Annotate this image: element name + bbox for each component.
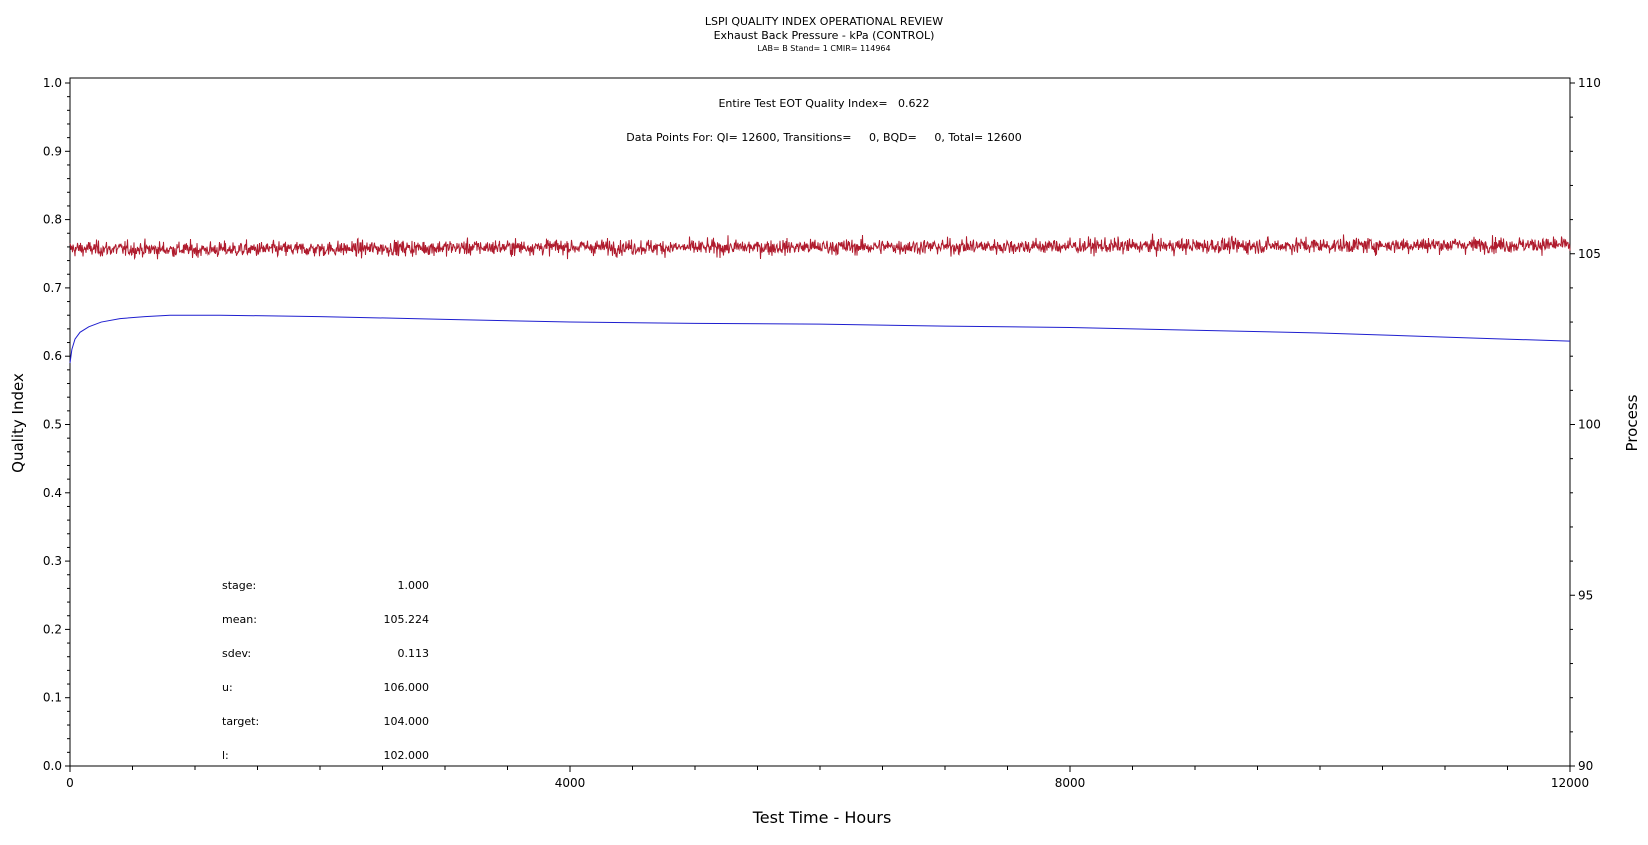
y-left-tick-label: 0.8: [43, 213, 62, 227]
y-left-tick-label: 0.7: [43, 281, 62, 295]
chart-subtitle: Exhaust Back Pressure - kPa (CONTROL): [714, 29, 935, 42]
stats-table: stage: 1.000 mean: 105.224 sdev: 0.113 u: 106.0…: [222, 579, 429, 762]
y-left-tick-label: 0.0: [43, 759, 62, 773]
stats-label: stage:: [222, 579, 256, 592]
x-tick-label: 4000: [555, 776, 586, 790]
y-left-tick-label: 0.1: [43, 691, 62, 705]
y-axis-left-label: Quality Index: [9, 373, 27, 473]
x-tick-label: 8000: [1055, 776, 1086, 790]
stats-label: mean:: [222, 613, 257, 626]
stats-value: 105.224: [384, 613, 430, 626]
y-axis-right-label: Process: [1623, 394, 1641, 451]
y-left-tick-label: 0.6: [43, 349, 62, 363]
y-right-tick-label: 110: [1578, 76, 1601, 90]
stats-label: u:: [222, 681, 233, 694]
chart-subtitle-lab: LAB= B Stand= 1 CMIR= 114964: [757, 44, 890, 53]
stats-value: 0.113: [398, 647, 430, 660]
plot-frame: [69, 77, 1571, 767]
process-series-line: [69, 233, 1571, 261]
y-left-tick-label: 0.3: [43, 554, 62, 568]
y-right-tick-label: 105: [1578, 247, 1601, 261]
x-axis-label: Test Time - Hours: [752, 808, 892, 827]
x-tick-label: 12000: [1551, 776, 1589, 790]
stats-value: 106.000: [384, 681, 430, 694]
y-right-tick-label: 100: [1578, 418, 1601, 432]
chart-title: LSPI QUALITY INDEX OPERATIONAL REVIEW: [705, 15, 943, 28]
axis-layer: 0.0 0.1 0.2 0.3 0.4 0.5 0.6 0.7 0.8 0.9 1.0 90 95 100…: [43, 76, 1601, 790]
y-right-tick-label: 90: [1578, 759, 1593, 773]
y-left-tick-label: 0.5: [43, 418, 62, 432]
y-left-tick-label: 0.4: [43, 486, 62, 500]
eot-quality-index-annotation: Entire Test EOT Quality Index= 0.622: [718, 97, 929, 110]
y-right-tick-label: 95: [1578, 588, 1593, 602]
y-left-tick-label: 1.0: [43, 76, 62, 90]
stats-label: target:: [222, 715, 259, 728]
x-tick-label: 0: [66, 776, 74, 790]
stats-value: 104.000: [384, 715, 430, 728]
stats-label: sdev:: [222, 647, 251, 660]
y-left-tick-label: 0.9: [43, 144, 62, 158]
stats-label: l:: [222, 749, 229, 762]
stats-value: 102.000: [384, 749, 430, 762]
y-left-tick-label: 0.2: [43, 622, 62, 636]
data-points-annotation: Data Points For: QI= 12600, Transitions=…: [626, 131, 1021, 144]
stats-value: 1.000: [398, 579, 430, 592]
quality-index-series-line: [69, 314, 1571, 364]
series-layer: [69, 233, 1571, 364]
